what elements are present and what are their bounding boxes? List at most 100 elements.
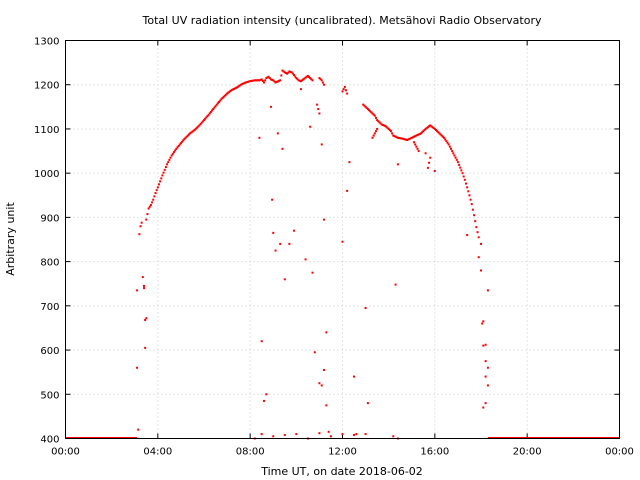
data-point (184, 136, 187, 139)
data-point (302, 78, 305, 81)
data-point (224, 93, 227, 96)
data-point (144, 318, 147, 321)
data-point (392, 134, 395, 137)
data-point (413, 141, 416, 144)
data-point (452, 152, 455, 155)
data-point (290, 71, 293, 74)
data-point (136, 289, 139, 292)
data-point (239, 83, 242, 86)
data-point (304, 258, 307, 261)
data-point (433, 127, 436, 130)
data-point (364, 105, 367, 108)
data-point (346, 189, 349, 192)
data-point (155, 189, 158, 192)
x-tick-label: 08:00 (236, 447, 265, 458)
data-point (401, 137, 404, 140)
data-point (471, 208, 474, 211)
data-point (447, 143, 450, 146)
data-point (323, 83, 326, 86)
data-point (366, 108, 369, 111)
data-point (200, 121, 203, 124)
data-point (183, 138, 186, 141)
data-point (311, 271, 314, 274)
data-point (474, 220, 477, 223)
data-point (480, 269, 482, 272)
data-point (384, 125, 387, 128)
data-point (310, 78, 313, 81)
data-point (373, 114, 376, 117)
data-point (274, 81, 277, 84)
data-point (424, 127, 427, 130)
data-point (417, 133, 420, 136)
data-point (364, 307, 367, 310)
data-point (193, 128, 196, 131)
data-point (233, 87, 236, 90)
data-point (386, 126, 389, 129)
data-point (455, 158, 458, 161)
data-point (477, 236, 480, 239)
data-point (151, 201, 154, 204)
data-point (431, 126, 434, 129)
data-point (152, 198, 155, 201)
data-point (145, 317, 148, 320)
data-point (376, 119, 379, 122)
data-point (263, 399, 266, 402)
data-point (208, 112, 211, 115)
data-point (318, 432, 321, 435)
data-point (459, 166, 462, 169)
data-point (400, 137, 403, 140)
data-point (228, 90, 231, 93)
data-point (230, 89, 233, 92)
data-point (274, 249, 277, 252)
data-point (473, 214, 476, 217)
data-point (157, 183, 160, 186)
grid (65, 40, 620, 439)
data-point (260, 78, 263, 81)
x-tick-label: 04:00 (143, 447, 172, 458)
data-point (190, 131, 193, 134)
data-point (389, 130, 392, 133)
data-point (244, 81, 247, 84)
data-point (316, 103, 319, 106)
data-point (370, 111, 373, 114)
data-point (215, 103, 218, 106)
data-point (484, 375, 487, 378)
data-point (321, 81, 324, 84)
data-point (163, 168, 166, 171)
data-point (198, 124, 201, 127)
data-point (245, 81, 248, 84)
data-point (250, 79, 253, 82)
data-point (264, 79, 267, 82)
data-point (378, 121, 381, 124)
data-point (286, 72, 289, 75)
data-point (171, 152, 174, 155)
data-point (469, 198, 472, 201)
data-point (428, 125, 431, 128)
data-point (408, 137, 411, 140)
data-point (484, 402, 487, 405)
data-point (391, 132, 394, 135)
data-point (416, 147, 419, 150)
data-point (462, 175, 465, 178)
data-point (268, 77, 271, 80)
data-point (259, 78, 262, 81)
y-axis-label: Arbitrary unit (4, 202, 17, 276)
data-point (284, 72, 287, 75)
data-point (443, 136, 446, 139)
data-point (289, 70, 292, 73)
data-point (231, 88, 234, 91)
data-point (433, 169, 436, 172)
data-point (265, 393, 268, 396)
data-point (437, 131, 440, 134)
data-point (432, 127, 435, 130)
data-point (426, 126, 429, 129)
data-point (393, 135, 396, 138)
data-point (318, 382, 321, 385)
data-point (147, 207, 150, 210)
data-point (153, 195, 156, 198)
y-tick-label: 1000 (34, 169, 59, 180)
data-point (436, 130, 439, 133)
data-point (263, 81, 266, 84)
data-point (186, 134, 189, 137)
